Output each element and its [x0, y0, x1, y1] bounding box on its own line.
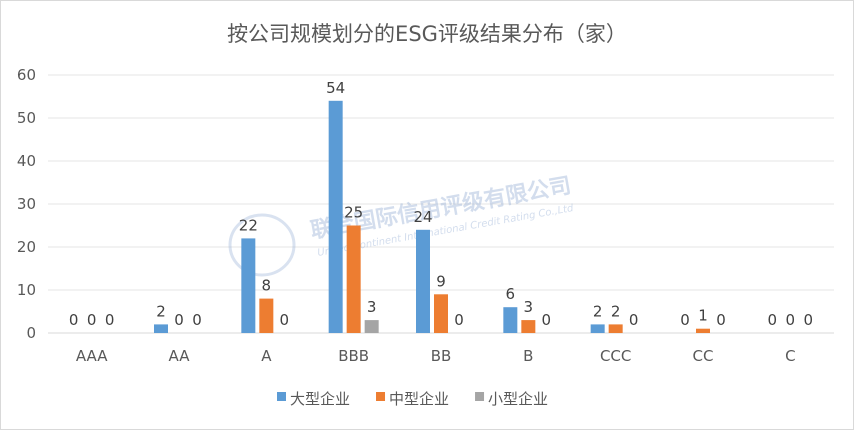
legend-swatch — [277, 392, 286, 401]
gridlines — [48, 74, 834, 334]
data-label: 0 — [174, 311, 184, 329]
x-tick-label: A — [261, 347, 272, 365]
bar — [241, 238, 256, 333]
y-tick-label: 40 — [17, 152, 36, 170]
data-label: 0 — [804, 311, 814, 329]
data-label: 0 — [280, 311, 290, 329]
data-label: 0 — [680, 311, 690, 329]
y-tick-label: 50 — [17, 109, 36, 127]
data-label: 2 — [593, 302, 603, 320]
y-tick-label: 0 — [26, 324, 36, 342]
x-tick-label: BB — [431, 347, 452, 365]
data-label: 0 — [105, 311, 115, 329]
bar — [590, 324, 605, 333]
chart-title: 按公司规模划分的ESG评级结果分布（家） — [227, 22, 627, 46]
data-label: 9 — [436, 272, 446, 290]
bar — [416, 229, 430, 333]
data-label: 0 — [716, 311, 726, 329]
legend-label: 小型企业 — [488, 390, 548, 408]
data-label: 6 — [506, 285, 516, 303]
data-label: 3 — [367, 298, 377, 316]
bar — [328, 100, 343, 333]
bars — [154, 100, 710, 333]
data-label: 3 — [524, 298, 534, 316]
data-label: 0 — [542, 311, 552, 329]
y-tick-label: 60 — [17, 66, 36, 84]
watermark-globe-icon — [228, 213, 296, 277]
data-label: 2 — [156, 302, 166, 320]
legend-swatch — [376, 392, 386, 401]
bar — [154, 324, 168, 333]
data-label: 24 — [413, 208, 432, 226]
bar — [364, 320, 379, 333]
data-label: 0 — [786, 311, 796, 329]
legend-label: 大型企业 — [290, 390, 350, 408]
bar — [608, 324, 623, 333]
x-tick-label: B — [523, 347, 533, 365]
y-tick-label: 10 — [17, 281, 36, 299]
data-label: 0 — [768, 311, 778, 329]
bar — [696, 328, 710, 333]
y-tick-label: 30 — [17, 195, 36, 213]
bar — [434, 294, 448, 333]
watermark: 联合国际信用评级有限公司 United Continent Internatio… — [228, 172, 575, 277]
x-tick-label: C — [785, 347, 795, 365]
data-label: 1 — [698, 307, 708, 325]
data-label: 54 — [326, 79, 345, 97]
data-label: 0 — [629, 311, 639, 329]
x-tick-label: BBB — [338, 347, 369, 365]
legend: 大型企业 中型企业 小型企业 — [277, 390, 548, 408]
data-label: 2 — [611, 302, 621, 320]
x-tick-label: AA — [169, 347, 191, 365]
data-label: 0 — [87, 311, 97, 329]
x-tick-label: CCC — [600, 347, 631, 365]
bar — [346, 225, 361, 333]
data-label: 0 — [69, 311, 79, 329]
bar — [521, 320, 536, 333]
data-label: 22 — [239, 216, 258, 234]
x-axis: AAA AA A BBB BB B CCC CC C — [76, 347, 796, 365]
x-tick-label: AAA — [76, 347, 108, 365]
data-label: 0 — [192, 311, 202, 329]
legend-label: 中型企业 — [389, 390, 449, 408]
data-label: 25 — [344, 204, 363, 222]
data-label: 8 — [262, 277, 272, 295]
bar — [259, 298, 274, 333]
y-axis: 0 10 20 30 40 50 60 — [17, 66, 36, 342]
x-tick-label: CC — [693, 347, 714, 365]
data-label: 0 — [454, 311, 464, 329]
y-tick-label: 20 — [17, 238, 36, 256]
legend-swatch — [475, 392, 485, 401]
bar — [503, 307, 518, 333]
